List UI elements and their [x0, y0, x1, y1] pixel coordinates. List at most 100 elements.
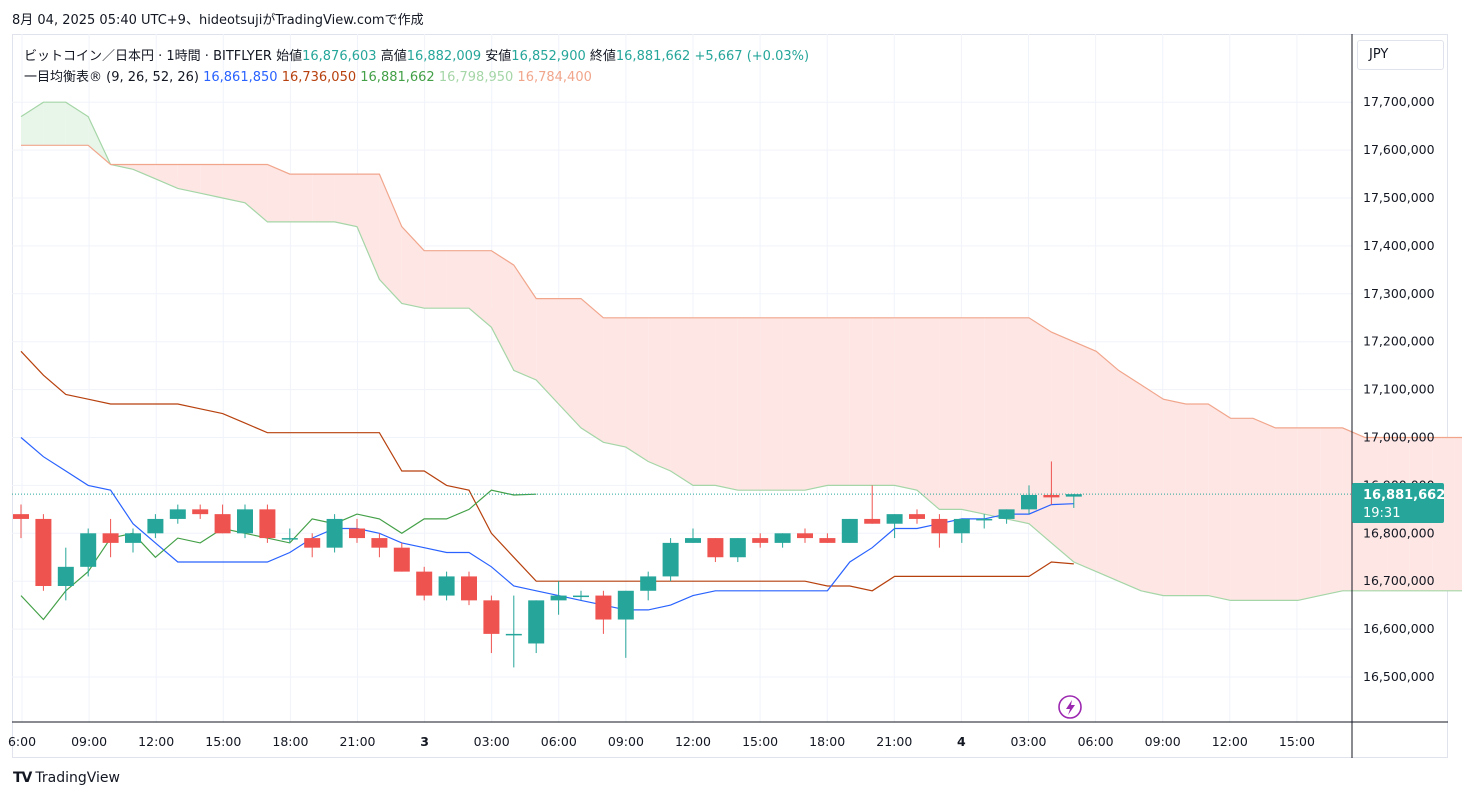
candle — [953, 518, 970, 543]
candle-body — [864, 518, 881, 524]
candle — [1021, 485, 1037, 515]
currency-button[interactable]: JPY — [1357, 40, 1444, 70]
candle — [416, 566, 433, 601]
indicator-name[interactable]: 一目均衡表® (9, 26, 52, 26) — [24, 70, 199, 85]
candle — [931, 514, 948, 548]
candle — [528, 600, 545, 654]
candle — [729, 538, 746, 563]
cloud-segment — [894, 317, 917, 491]
cloud-segment — [1006, 317, 1029, 524]
time-tick-label: 21:00 — [876, 734, 912, 749]
cloud-segment — [267, 164, 290, 222]
chikou-line — [20, 489, 537, 621]
candle — [685, 528, 701, 543]
candle — [774, 533, 791, 548]
cloud-segment — [1297, 427, 1321, 601]
candles — [13, 461, 1082, 668]
candle — [617, 590, 634, 658]
change-value: +5,667 (+0.03%) — [694, 49, 810, 64]
candle — [102, 518, 119, 558]
senkou-span-b-line — [21, 144, 1462, 439]
time-tick-label: 03:00 — [474, 734, 510, 749]
candle-body — [326, 518, 343, 548]
open-label: 始値 — [276, 49, 303, 64]
candle — [595, 590, 612, 634]
time-tick-label: 09:00 — [71, 734, 107, 749]
cloud-segment — [1118, 370, 1141, 591]
time-tick-label: 06:00 — [541, 734, 577, 749]
price-tick-label: 17,300,000 — [1363, 286, 1435, 301]
low-label: 安値 — [485, 49, 512, 64]
candle — [393, 542, 410, 572]
time-tick-label: 18:00 — [809, 734, 845, 749]
ichimoku-cloud — [21, 102, 1462, 601]
cloud-segment — [917, 317, 940, 510]
cloud-segment — [872, 317, 895, 486]
candle — [976, 514, 993, 529]
candle — [169, 504, 186, 524]
candle — [35, 514, 52, 591]
candle — [483, 595, 500, 654]
candle — [505, 595, 522, 668]
candle — [438, 571, 455, 601]
time-tick-label: 15:00 — [1279, 734, 1315, 749]
symbol-name[interactable]: ビットコイン／日本円 · 1時間 · BITFLYER — [24, 49, 272, 64]
time-tick-label: 15:00 — [742, 734, 778, 749]
cloud-segment — [469, 250, 492, 328]
time-tick-label: 12:00 — [138, 734, 174, 749]
bar-countdown: 19:31 — [1363, 506, 1400, 521]
candle-body — [438, 576, 455, 596]
candle-body — [640, 576, 657, 591]
candle — [371, 533, 388, 558]
candle-body — [707, 538, 724, 558]
candle-body — [685, 538, 701, 543]
candle-body — [931, 518, 948, 534]
candle-body — [281, 538, 298, 540]
candle-body — [214, 514, 231, 534]
chikou-value: 16,881,662 — [360, 70, 435, 85]
candle-body — [1043, 494, 1060, 498]
cloud-segment — [379, 174, 402, 304]
cloud-segment — [1029, 317, 1052, 543]
candle-body — [259, 509, 276, 539]
candle-body — [774, 533, 791, 543]
candle — [326, 514, 343, 553]
candle-body — [102, 533, 119, 543]
cloud-segment — [222, 164, 245, 203]
candle-body — [57, 566, 74, 586]
cloud-segment — [289, 174, 313, 222]
low-value: 16,852,900 — [511, 49, 586, 64]
price-tick-label: 17,600,000 — [1363, 142, 1435, 157]
candle-body — [169, 509, 186, 519]
candle-body — [729, 538, 746, 558]
price-tick-label: 17,500,000 — [1363, 190, 1435, 205]
candle-body — [617, 590, 634, 620]
time-tick-label: 06:00 — [1078, 734, 1114, 749]
symbol-legend: ビットコイン／日本円 · 1時間 · BITFLYER 始値16,876,603… — [24, 45, 809, 64]
chart-caption: 8月 04, 2025 05:40 UTC+9、hideotsujiがTradi… — [12, 13, 424, 28]
candle-body — [953, 518, 970, 534]
candle-body — [192, 509, 209, 515]
candle-body — [819, 538, 836, 543]
tradingview-logo[interactable]: 𝗧𝗩 TradingView — [13, 770, 120, 786]
cloud-segment — [1275, 427, 1298, 601]
price-tick-label: 17,400,000 — [1363, 238, 1435, 253]
candle — [998, 509, 1015, 524]
candle-body — [304, 538, 321, 548]
cloud-segment — [133, 164, 156, 179]
cloud-segment — [805, 317, 828, 491]
candle — [573, 590, 589, 601]
lightning-icon[interactable] — [1058, 695, 1082, 719]
cloud-segment — [424, 250, 447, 309]
candle-body — [662, 542, 679, 577]
cloud-segment — [200, 164, 223, 198]
candle — [349, 518, 365, 543]
price-tick-label: 17,700,000 — [1363, 94, 1435, 109]
cloud-segment — [1320, 427, 1343, 596]
candle — [662, 538, 679, 582]
cloud-segment — [1253, 418, 1276, 601]
cloud-segment — [737, 317, 761, 491]
cloud-segment — [603, 317, 626, 448]
price-tick-label: 16,700,000 — [1363, 573, 1435, 588]
